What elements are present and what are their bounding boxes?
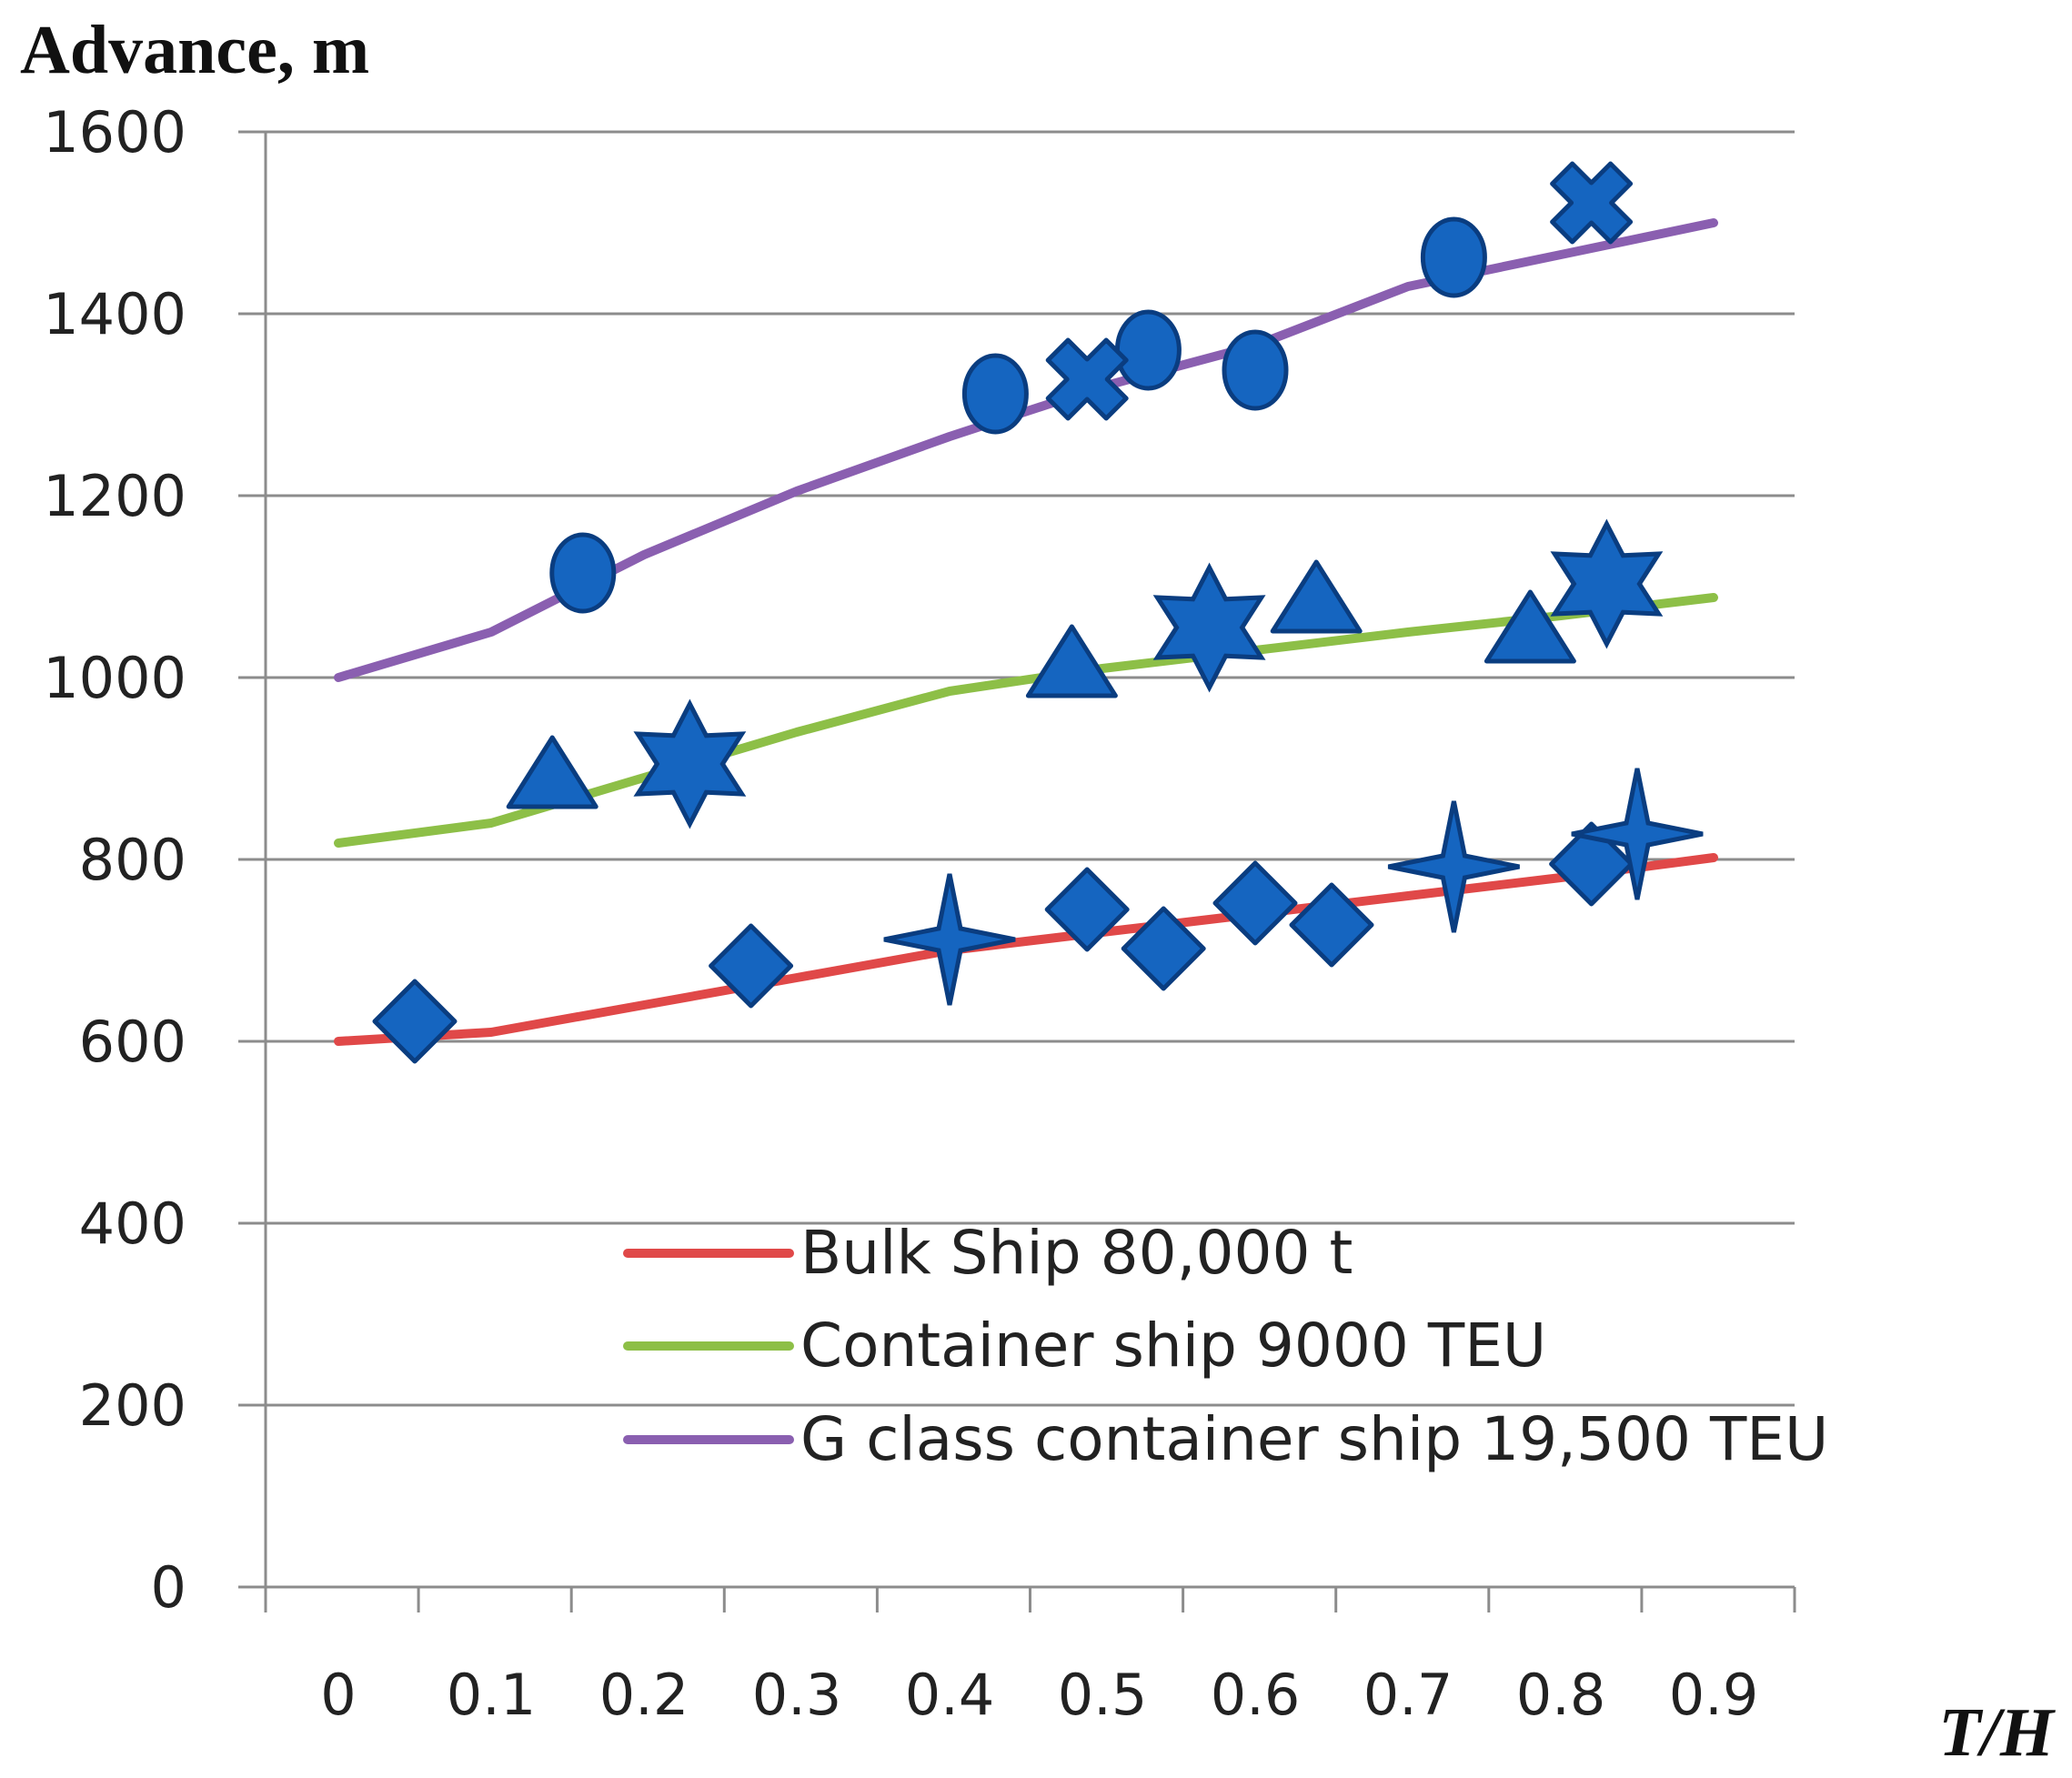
x-tick-label: 0.2 (599, 1662, 689, 1728)
y-tick-label: 400 (79, 1190, 186, 1257)
x-tick-label: 0.8 (1516, 1662, 1606, 1728)
x-tick-label: 0.5 (1058, 1662, 1148, 1728)
triangle-marker (1484, 589, 1576, 664)
x-tick-label: 0.6 (1211, 1662, 1301, 1728)
y-tick-label: 200 (79, 1372, 186, 1439)
y-tick-label: 1000 (43, 645, 186, 711)
y-tick-label: 0 (151, 1554, 186, 1621)
series-line-2 (334, 218, 1718, 682)
cross-marker (1045, 337, 1129, 421)
axis-layer: 0 200 400 600 800 1000 1200 1400 1600 0 0.1 0.2 0.3 0… (43, 99, 1796, 1728)
y-tick-label: 800 (79, 827, 186, 893)
star4-marker (1571, 768, 1704, 900)
diamond-marker (1212, 860, 1298, 946)
diamond-marker (372, 979, 458, 1064)
series-line-0 (334, 853, 1718, 1046)
star6-marker (1550, 518, 1664, 649)
y-axis-title: Advance, m (20, 12, 369, 88)
star4-marker (1387, 800, 1520, 933)
x-tick-label: 0.7 (1363, 1662, 1453, 1728)
marker-layer (372, 161, 1704, 1064)
legend-label-0: Bulk Ship 80,000 t (800, 1218, 1353, 1288)
diamond-marker (709, 923, 794, 1009)
triangle-marker (1025, 624, 1118, 698)
x-tick-label: 0.9 (1669, 1662, 1759, 1728)
diamond-marker (1044, 867, 1130, 952)
x-tick-label: 0.3 (752, 1662, 842, 1728)
legend: Bulk Ship 80,000 t Container ship 9000 TE… (623, 1218, 1828, 1474)
y-tick-label: 600 (79, 1009, 186, 1075)
diamond-marker (1289, 882, 1374, 968)
ellipse-marker (1114, 309, 1182, 391)
triangle-marker (1270, 559, 1363, 634)
star6-marker (633, 698, 747, 829)
triangle-marker (506, 735, 598, 809)
x-tick-label: 0 (320, 1662, 356, 1728)
x-tick-label: 0.4 (905, 1662, 995, 1728)
x-tick-label: 0.1 (447, 1662, 537, 1728)
star4-marker (883, 873, 1016, 1006)
ellipse-marker (1222, 329, 1289, 411)
x-axis-title: T/H (1938, 1694, 2057, 1771)
ellipse-marker (549, 532, 617, 614)
y-tick-label: 1400 (43, 281, 186, 347)
y-tick-label: 1200 (43, 463, 186, 529)
ellipse-marker (961, 353, 1029, 435)
y-tick-label: 1600 (43, 99, 186, 166)
diamond-marker (1121, 906, 1206, 991)
star6-marker (1152, 562, 1266, 693)
legend-label-1: Container ship 9000 TEU (800, 1311, 1546, 1381)
cross-marker (1550, 161, 1634, 245)
ellipse-marker (1420, 216, 1487, 298)
legend-label-2: G class container ship 19,500 TEU (800, 1404, 1828, 1474)
